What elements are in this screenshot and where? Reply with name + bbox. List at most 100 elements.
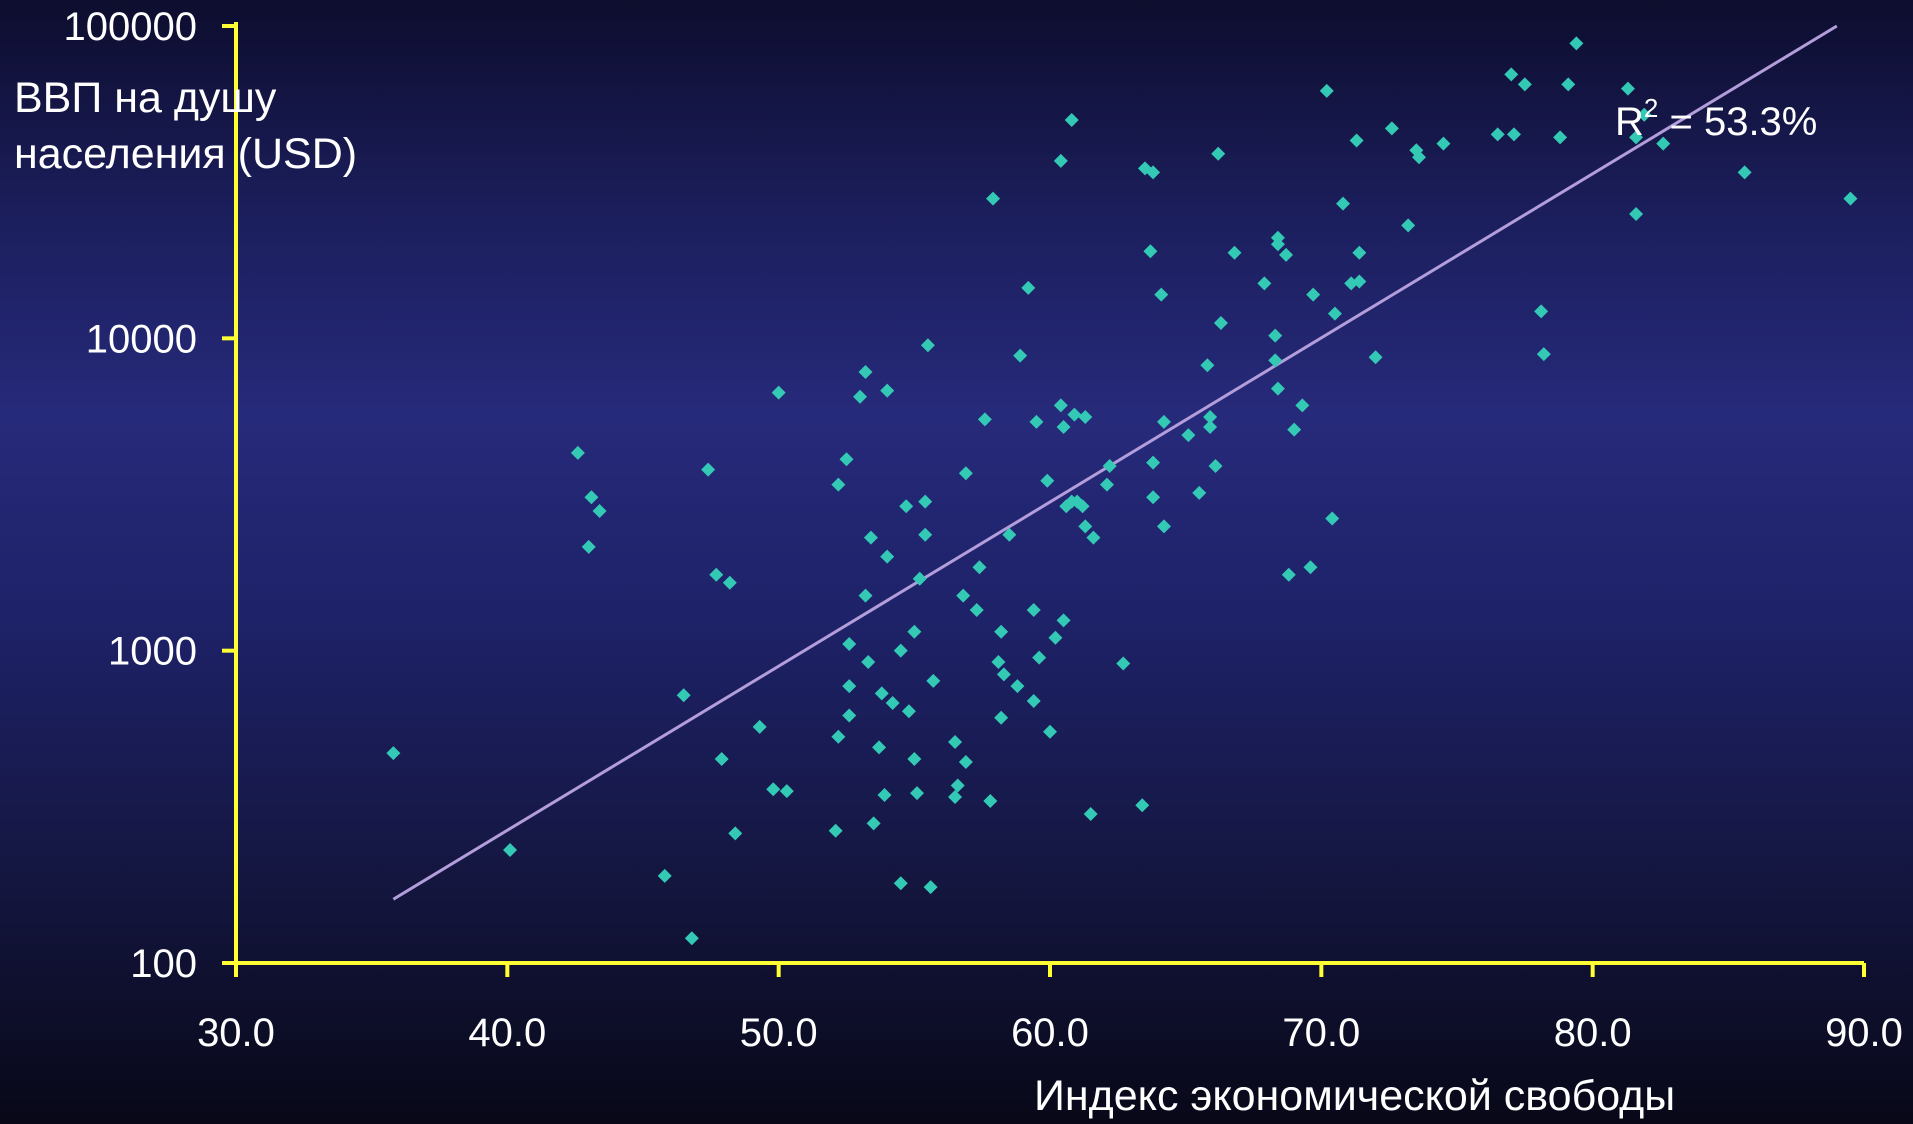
data-point <box>1154 287 1169 302</box>
data-point <box>570 445 585 460</box>
data-point <box>1203 420 1218 435</box>
data-point <box>1056 420 1071 435</box>
data-point <box>701 462 716 477</box>
data-point <box>994 624 1009 639</box>
data-point <box>1534 304 1549 319</box>
data-point <box>828 823 843 838</box>
data-point <box>977 412 992 427</box>
data-point <box>918 494 933 509</box>
data-point <box>1010 679 1025 694</box>
data-point <box>1368 350 1383 365</box>
data-point <box>958 755 973 770</box>
data-point <box>948 735 963 750</box>
data-point <box>907 751 922 766</box>
data-point <box>1352 245 1367 260</box>
data-point <box>969 602 984 617</box>
x-tick-label: 50.0 <box>740 1011 818 1055</box>
data-point <box>1156 414 1171 429</box>
data-point <box>1026 693 1041 708</box>
data-point <box>1200 358 1215 373</box>
data-point <box>722 575 737 590</box>
data-point <box>912 571 927 586</box>
data-point <box>1569 36 1584 51</box>
data-point <box>584 490 599 505</box>
data-point <box>986 191 1001 206</box>
data-point <box>1026 602 1041 617</box>
data-point <box>972 560 987 575</box>
data-point <box>1336 196 1351 211</box>
data-point <box>779 784 794 799</box>
data-point <box>861 654 876 669</box>
data-point <box>1490 127 1505 142</box>
data-point <box>1067 407 1082 422</box>
data-point <box>1013 348 1028 363</box>
data-point <box>880 383 895 398</box>
data-point <box>1078 519 1093 534</box>
data-point <box>1029 414 1044 429</box>
data-point <box>858 588 873 603</box>
data-point <box>1086 530 1101 545</box>
data-point <box>1561 77 1576 92</box>
data-point <box>926 673 941 688</box>
data-point <box>1146 455 1161 470</box>
data-point <box>1352 274 1367 289</box>
data-point <box>1270 381 1285 396</box>
data-point <box>880 549 895 564</box>
x-tick-label: 80.0 <box>1554 1011 1632 1055</box>
data-point <box>1553 130 1568 145</box>
data-point <box>1287 422 1302 437</box>
data-point <box>893 643 908 658</box>
data-point <box>842 708 857 723</box>
data-point <box>1032 650 1047 665</box>
data-point <box>1192 485 1207 500</box>
data-point <box>1325 511 1340 526</box>
data-point <box>1281 567 1296 582</box>
data-point <box>1295 398 1310 413</box>
data-point <box>991 654 1006 669</box>
data-point <box>923 880 938 895</box>
data-point <box>1279 247 1294 262</box>
data-point <box>1116 656 1131 671</box>
data-point <box>1156 519 1171 534</box>
data-point <box>1146 165 1161 180</box>
data-point <box>709 567 724 582</box>
data-point <box>1211 146 1226 161</box>
data-point <box>842 679 857 694</box>
data-point <box>839 452 854 467</box>
data-point <box>657 868 672 883</box>
data-point <box>842 637 857 652</box>
data-point <box>1043 724 1057 739</box>
data-point <box>1268 353 1283 368</box>
data-point <box>1401 218 1416 233</box>
data-point <box>866 816 881 831</box>
data-point <box>1306 287 1321 302</box>
data-point <box>1303 560 1318 575</box>
data-point <box>1040 473 1055 488</box>
trendline-layer <box>392 24 1838 901</box>
data-point <box>581 539 596 554</box>
r2-superscript: 2 <box>1643 92 1659 123</box>
r2-value: = 53.3% <box>1658 100 1818 144</box>
data-point <box>1021 280 1036 295</box>
data-point <box>676 688 691 703</box>
data-point <box>1227 245 1242 260</box>
y-tick-label: 10000 <box>86 317 197 361</box>
data-point <box>950 778 965 793</box>
y-axis-label: ВВП на душу населения (USD) <box>14 74 358 178</box>
axes-layer: 100 1000 10000 100000 30.0 40.0 50.0 60.0 70.0 80… <box>64 5 1903 1055</box>
data-point <box>958 466 973 481</box>
data-point <box>910 786 925 801</box>
data-point <box>1270 237 1285 252</box>
data-point <box>831 477 846 492</box>
x-tick-label: 70.0 <box>1282 1011 1360 1055</box>
data-point <box>1629 130 1644 145</box>
data-point <box>1056 613 1071 628</box>
data-point <box>858 365 873 380</box>
data-point <box>1146 490 1161 505</box>
data-point <box>1203 409 1218 424</box>
data-point <box>920 338 935 353</box>
data-point <box>983 794 998 809</box>
data-point <box>831 729 846 744</box>
data-point <box>1506 127 1521 142</box>
